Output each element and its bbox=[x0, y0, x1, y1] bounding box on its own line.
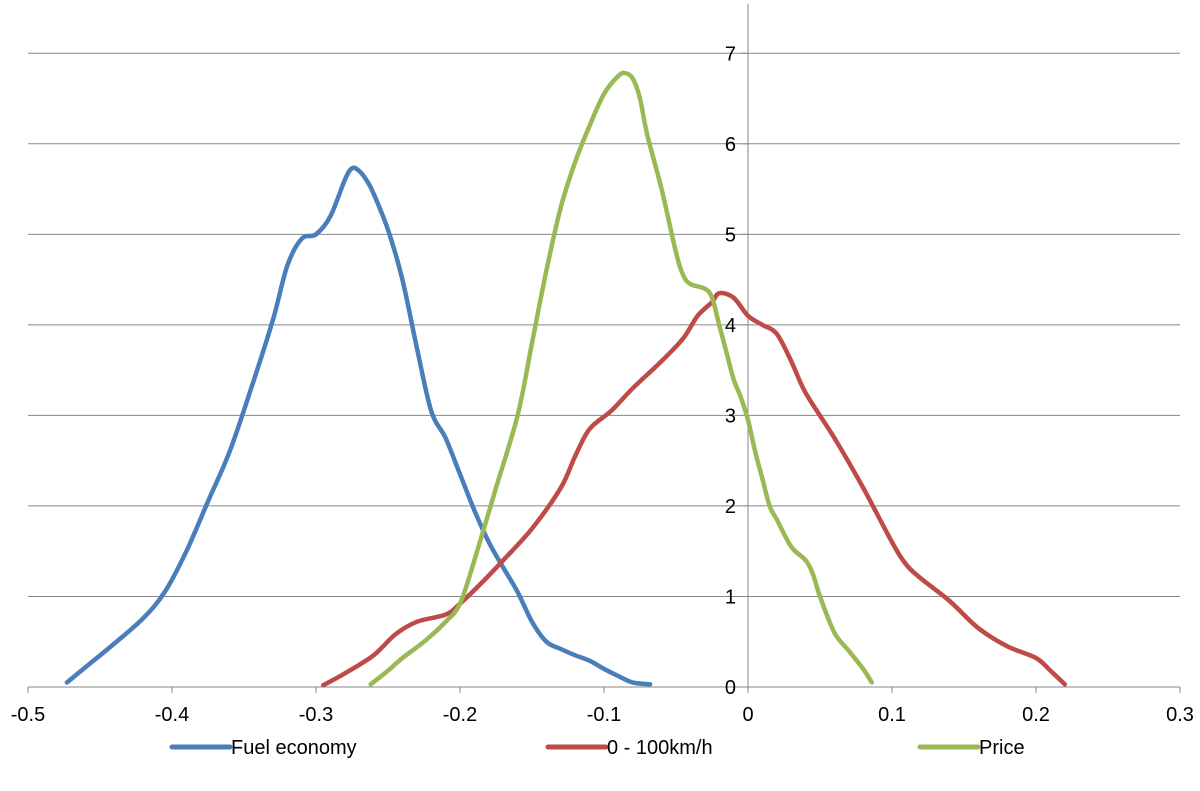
legend-label-0-100km-h: 0 - 100km/h bbox=[607, 737, 713, 759]
legend-label-price: Price bbox=[979, 737, 1025, 759]
x-tick-label: -0.1 bbox=[587, 704, 621, 726]
x-tick-label: -0.4 bbox=[155, 704, 189, 726]
series-lines bbox=[64, 70, 1068, 688]
series-line-price bbox=[368, 70, 875, 687]
x-tick-label: 0 bbox=[742, 704, 753, 726]
axes bbox=[27, 4, 1181, 693]
y-tick-label: 6 bbox=[725, 134, 736, 156]
y-tick-label: 2 bbox=[725, 496, 736, 518]
y-tick-label: 5 bbox=[725, 224, 736, 246]
x-tick-labels: -0.5 -0.4 -0.3 -0.2 -0.1 0 0.1 0.2 0.3 bbox=[11, 704, 1194, 726]
series-line-0-100km-h bbox=[320, 290, 1068, 688]
x-tick-label: -0.3 bbox=[299, 704, 333, 726]
x-tick-label: -0.5 bbox=[11, 704, 45, 726]
x-tick-label: 0.2 bbox=[1022, 704, 1050, 726]
y-tick-label: 4 bbox=[725, 315, 736, 337]
x-tick-label: 0.3 bbox=[1166, 704, 1194, 726]
series-line-fuel-economy bbox=[64, 165, 653, 687]
x-tick-label: 0.1 bbox=[878, 704, 906, 726]
legend-label-fuel-economy: Fuel economy bbox=[231, 737, 357, 759]
y-tick-label: 0 bbox=[725, 677, 736, 699]
x-tick-label: -0.2 bbox=[443, 704, 477, 726]
legend: Fuel economy 0 - 100km/h Price bbox=[169, 737, 1025, 759]
y-tick-label: 1 bbox=[725, 586, 736, 608]
y-tick-label: 7 bbox=[725, 43, 736, 65]
y-tick-label: 3 bbox=[725, 405, 736, 427]
y-tick-labels: 0 1 2 3 4 5 6 7 bbox=[725, 43, 736, 699]
